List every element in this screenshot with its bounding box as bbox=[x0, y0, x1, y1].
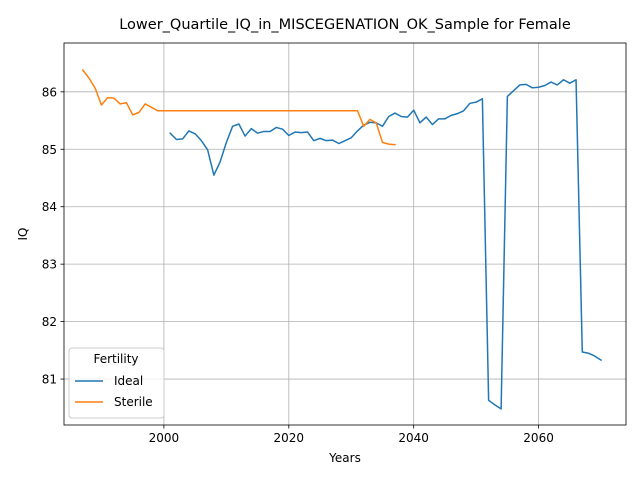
legend-label-ideal: Ideal bbox=[114, 374, 143, 388]
y-tick-label-81: 81 bbox=[42, 373, 57, 387]
y-axis-ticks: 81 82 83 84 85 86 bbox=[42, 85, 64, 387]
plot-frame bbox=[63, 42, 627, 426]
legend-box bbox=[68, 347, 165, 419]
y-tick-label-85: 85 bbox=[42, 143, 57, 157]
x-tick-label-2040: 2040 bbox=[398, 431, 429, 445]
x-tick-label-2000: 2000 bbox=[149, 431, 180, 445]
x-axis-ticks: 2000 2020 2040 2060 bbox=[149, 425, 554, 445]
series-line-sterile bbox=[81, 68, 396, 146]
chart-title: Lower_Quartile_IQ_in_MISCEGENATION_OK_Sa… bbox=[119, 17, 571, 33]
legend-label-sterile: Sterile bbox=[114, 395, 153, 409]
x-tick-label-2060: 2060 bbox=[523, 431, 554, 445]
series-line-ideal bbox=[169, 79, 603, 410]
x-tick-label-2020: 2020 bbox=[274, 431, 305, 445]
legend-title: Fertility bbox=[93, 352, 138, 366]
series-layer bbox=[81, 68, 603, 410]
y-tick-label-82: 82 bbox=[42, 315, 57, 329]
y-tick-label-84: 84 bbox=[42, 200, 57, 214]
y-axis-label: IQ bbox=[16, 228, 30, 241]
x-axis-label: Years bbox=[328, 451, 361, 465]
y-tick-label-86: 86 bbox=[42, 85, 57, 99]
legend: Fertility Ideal Sterile bbox=[68, 347, 165, 419]
y-tick-label-83: 83 bbox=[42, 258, 57, 272]
